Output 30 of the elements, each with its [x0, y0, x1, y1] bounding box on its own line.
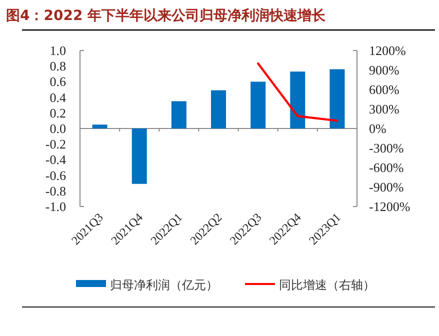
legend-label: 同比增速（右轴）: [279, 278, 375, 292]
bar: [171, 101, 186, 128]
y2-tick-label: -300%: [369, 140, 404, 156]
y2-tick-label: 1200%: [369, 43, 406, 58]
y2-tick-label: -900%: [369, 180, 404, 194]
chart-title: 图4：2022 年下半年以来公司归母净利润快速增长: [6, 7, 327, 24]
y2-tick-label: 900%: [369, 62, 400, 78]
bar: [250, 82, 266, 128]
y-tick-label: -1.0: [45, 199, 66, 214]
y-tick-label: 0.2: [50, 105, 66, 120]
y2-tick-label: 600%: [369, 82, 400, 97]
y-tick-label: 1.0: [50, 43, 66, 58]
y2-tick-label: 300%: [369, 102, 400, 116]
bar: [330, 69, 345, 128]
y-tick-label: 0.0: [50, 121, 66, 136]
legend-label: 归母净利润（亿元）: [110, 278, 218, 292]
y2-tick-label: 0%: [369, 121, 386, 136]
bar: [290, 72, 306, 128]
y-tick-label: 0.6: [50, 74, 66, 90]
y-tick-label: -0.4: [45, 152, 66, 168]
y-tick-label: -0.2: [45, 136, 66, 152]
y-tick-label: 0.8: [50, 58, 66, 74]
y-tick-label: -0.6: [45, 168, 66, 183]
y-tick-label: -0.8: [45, 183, 66, 198]
bar: [132, 128, 147, 184]
bar: [211, 90, 226, 128]
y-tick-label: 0.4: [50, 90, 66, 105]
bar: [92, 124, 108, 128]
y2-tick-label: -600%: [369, 160, 404, 175]
y2-tick-label: -1200%: [369, 199, 410, 214]
